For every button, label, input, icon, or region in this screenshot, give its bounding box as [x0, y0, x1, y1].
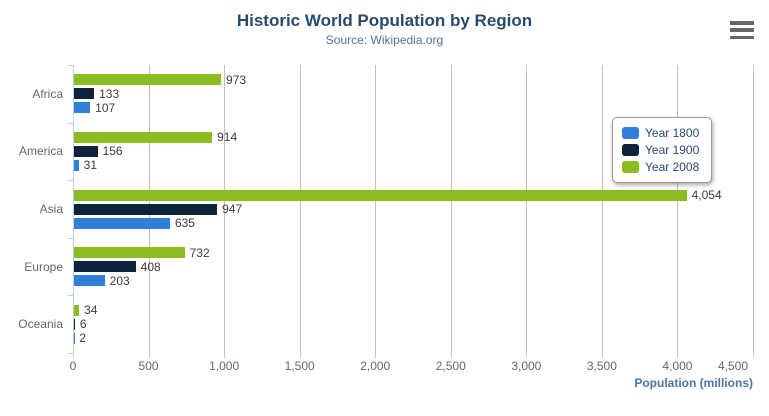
x-axis-tick	[73, 353, 74, 358]
bar-value-label: 408	[140, 259, 161, 274]
category-axis-tick	[68, 237, 73, 239]
category-axis-tick	[68, 353, 73, 354]
category-label: Oceania	[18, 317, 63, 332]
x-axis-title: Population (millions)	[634, 376, 753, 390]
x-axis-label: 2,500	[435, 359, 466, 373]
x-axis-tick	[450, 353, 452, 358]
x-axis-tick	[677, 353, 679, 358]
bar-year-2008-america[interactable]	[74, 131, 213, 143]
x-axis-label: 4,500	[717, 359, 749, 373]
category-axis-tick	[68, 65, 73, 66]
gridline	[601, 65, 603, 353]
legend-item-year-1900[interactable]: Year 1900	[622, 142, 699, 158]
bar-year-1900-africa[interactable]	[74, 88, 95, 100]
x-axis-tick	[224, 353, 226, 358]
bar-year-1900-america[interactable]	[74, 145, 98, 157]
chart-title: Historic World Population by Region	[236, 11, 533, 30]
category-axis-tick	[68, 295, 73, 297]
bar-year-1900-europe[interactable]	[74, 261, 136, 273]
bar-year-1900-asia[interactable]	[74, 203, 218, 215]
bar-year-1800-europe[interactable]	[74, 275, 105, 287]
bar-value-label: 31	[83, 158, 98, 173]
legend: Year 1800 Year 1900 Year 2008	[612, 117, 713, 183]
gridline	[299, 65, 301, 353]
category-label: Asia	[39, 202, 63, 216]
gridline	[677, 65, 679, 353]
bar-year-2008-oceania[interactable]	[74, 304, 80, 316]
bar-value-label: 732	[189, 245, 210, 260]
bar-year-1800-america[interactable]	[74, 159, 79, 171]
x-axis-label: 3,500	[586, 359, 617, 373]
category-axis-tick	[68, 122, 73, 124]
x-axis-label: 0	[69, 359, 77, 373]
bar-year-2008-europe[interactable]	[74, 247, 185, 259]
bar-year-1900-oceania[interactable]	[74, 318, 75, 330]
x-axis-tick	[299, 353, 301, 358]
legend-item-label: Year 2008	[645, 160, 700, 174]
x-axis-label: 3,000	[511, 359, 542, 373]
bar-value-label: 6	[79, 317, 87, 332]
gridline	[224, 65, 226, 353]
x-axis-label: 1,500	[284, 359, 315, 373]
x-axis-label: 2,000	[360, 359, 391, 373]
chart-subtitle: Source: Wikipedia.org	[325, 33, 444, 47]
category-label: Europe	[24, 259, 63, 274]
gridline	[450, 65, 452, 353]
bar-year-2008-africa[interactable]	[74, 74, 222, 86]
bar-value-label: 203	[109, 273, 130, 288]
bar-value-label: 2	[79, 331, 86, 346]
bar-value-label: 947	[222, 202, 243, 216]
legend-swatch-icon	[622, 127, 639, 139]
hamburger-icon	[730, 28, 754, 32]
x-axis-tick	[526, 353, 528, 358]
legend-item-year-1800[interactable]: Year 1800	[622, 125, 699, 141]
legend-item-year-2008[interactable]: Year 2008	[622, 159, 699, 175]
x-axis-tick	[375, 353, 377, 358]
legend-item-label: Year 1800	[645, 126, 700, 140]
legend-swatch-icon	[622, 144, 639, 156]
gridline	[375, 65, 377, 353]
bar-value-label: 107	[95, 100, 116, 115]
x-axis-tick	[601, 353, 603, 358]
category-label: America	[18, 144, 63, 159]
x-axis-tick	[753, 353, 754, 358]
bar-value-label: 4,054	[691, 188, 722, 202]
bar-value-label: 156	[102, 144, 123, 159]
gridline	[526, 65, 528, 353]
bar-year-2008-asia[interactable]	[74, 189, 687, 201]
category-axis-tick	[68, 180, 73, 182]
bar-value-label: 635	[174, 216, 195, 230]
bar-value-label: 133	[99, 86, 120, 101]
hamburger-icon	[730, 35, 754, 39]
hamburger-icon	[730, 21, 754, 25]
bar-value-label: 973	[226, 72, 247, 87]
bar-value-label: 34	[84, 303, 98, 318]
x-axis-label: 500	[138, 359, 159, 373]
x-axis-label: 1,000	[209, 359, 240, 373]
gridline	[753, 65, 754, 353]
category-label: Africa	[32, 86, 63, 101]
legend-item-label: Year 1900	[645, 143, 700, 157]
bar-value-label: 914	[217, 130, 238, 145]
x-axis-label: 4,000	[662, 359, 693, 373]
category-axis-line	[73, 65, 74, 353]
x-axis-tick	[148, 353, 150, 358]
bar-year-1800-asia[interactable]	[74, 217, 170, 229]
legend-swatch-icon	[622, 161, 639, 173]
context-menu-button[interactable]	[730, 21, 754, 39]
bar-year-1800-africa[interactable]	[74, 102, 91, 114]
